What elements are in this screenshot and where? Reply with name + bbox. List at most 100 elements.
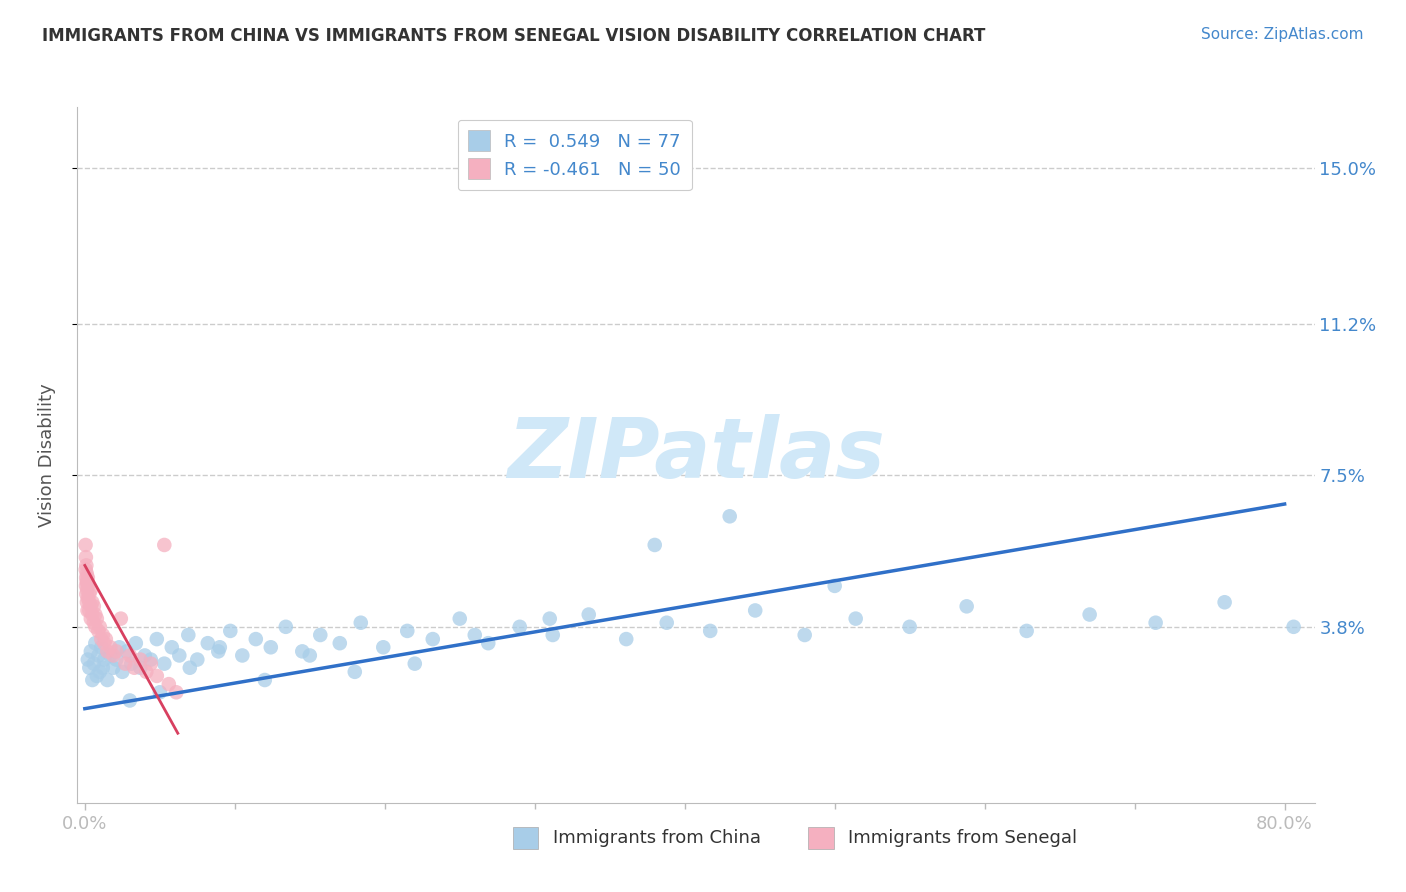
Point [80, 582, 103, 597]
Point [165, 685, 187, 699]
Point [103, 648, 125, 663]
Point [76, 603, 98, 617]
Point [718, 509, 741, 524]
Text: Source: ZipAtlas.com: Source: ZipAtlas.com [1201, 27, 1364, 42]
Point [169, 648, 191, 663]
Point [82, 595, 104, 609]
Point [91, 661, 114, 675]
Point [219, 624, 242, 638]
Point [177, 628, 200, 642]
Point [845, 612, 868, 626]
Point [84, 620, 107, 634]
Point [343, 665, 366, 679]
Point [76, 574, 98, 589]
Point [245, 632, 267, 646]
Point [1213, 595, 1236, 609]
Point [93, 636, 115, 650]
Point [79, 587, 101, 601]
Legend: R =  0.549   N = 77, R = -0.461   N = 50: R = 0.549 N = 77, R = -0.461 N = 50 [457, 120, 692, 190]
Point [86, 669, 108, 683]
Point [179, 661, 201, 675]
Point [94, 632, 117, 646]
Point [1144, 615, 1167, 630]
Point [110, 612, 132, 626]
Point [146, 632, 169, 646]
FancyBboxPatch shape [513, 827, 538, 849]
Point [139, 652, 162, 666]
Point [207, 644, 229, 658]
Point [655, 615, 678, 630]
Point [422, 632, 444, 646]
Text: IMMIGRANTS FROM CHINA VS IMMIGRANTS FROM SENEGAL VISION DISABILITY CORRELATION C: IMMIGRANTS FROM CHINA VS IMMIGRANTS FROM… [42, 27, 986, 45]
Point [396, 624, 419, 638]
Point [105, 644, 128, 658]
Point [744, 603, 766, 617]
Point [1078, 607, 1101, 622]
Point [125, 636, 148, 650]
Point [404, 657, 426, 671]
Point [1354, 603, 1376, 617]
Point [160, 640, 183, 655]
Point [118, 693, 141, 707]
Point [75, 550, 97, 565]
Point [124, 661, 146, 675]
Point [129, 661, 152, 675]
Point [824, 579, 846, 593]
Point [89, 665, 111, 679]
Point [76, 574, 98, 589]
Point [578, 607, 600, 622]
Point [260, 640, 283, 655]
Text: ZIPatlas: ZIPatlas [508, 415, 884, 495]
Point [84, 607, 107, 622]
Point [75, 571, 97, 585]
Point [186, 652, 208, 666]
Point [350, 615, 373, 630]
Point [699, 624, 721, 638]
Point [105, 652, 128, 666]
Point [82, 673, 104, 687]
Point [114, 657, 136, 671]
Point [79, 595, 101, 609]
Point [76, 571, 98, 585]
Point [231, 648, 253, 663]
Point [90, 632, 112, 646]
Point [329, 636, 352, 650]
Point [1282, 620, 1305, 634]
Point [614, 632, 637, 646]
Point [135, 665, 157, 679]
Point [79, 603, 101, 617]
Point [538, 612, 561, 626]
Point [197, 636, 219, 650]
Point [83, 599, 105, 614]
Point [274, 620, 297, 634]
Y-axis label: Vision Disability: Vision Disability [38, 383, 56, 527]
Point [80, 644, 103, 658]
Point [75, 538, 97, 552]
Point [76, 579, 98, 593]
Point [373, 640, 395, 655]
Point [75, 587, 97, 601]
Point [76, 582, 98, 597]
Point [96, 673, 118, 687]
Point [149, 685, 172, 699]
Point [134, 648, 156, 663]
Text: Immigrants from Senegal: Immigrants from Senegal [848, 829, 1077, 847]
Point [108, 640, 131, 655]
Point [956, 599, 979, 614]
Point [291, 644, 314, 658]
Point [1015, 624, 1038, 638]
Point [309, 628, 332, 642]
Point [115, 644, 138, 658]
Point [90, 640, 112, 655]
Point [120, 657, 142, 671]
Point [87, 648, 110, 663]
Point [118, 648, 141, 663]
Point [146, 669, 169, 683]
Point [208, 640, 231, 655]
Point [898, 620, 921, 634]
Point [129, 652, 152, 666]
Point [76, 566, 98, 581]
Point [91, 628, 114, 642]
Point [86, 612, 108, 626]
Point [96, 644, 118, 658]
